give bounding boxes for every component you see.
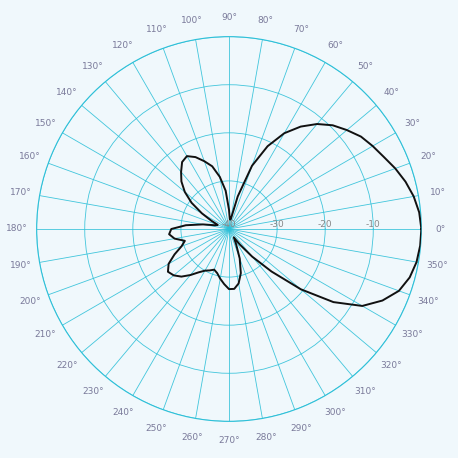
- Text: -20: -20: [318, 220, 333, 229]
- Text: -30: -30: [270, 220, 284, 229]
- Text: -10: -10: [366, 220, 381, 229]
- Text: -40: -40: [222, 220, 236, 229]
